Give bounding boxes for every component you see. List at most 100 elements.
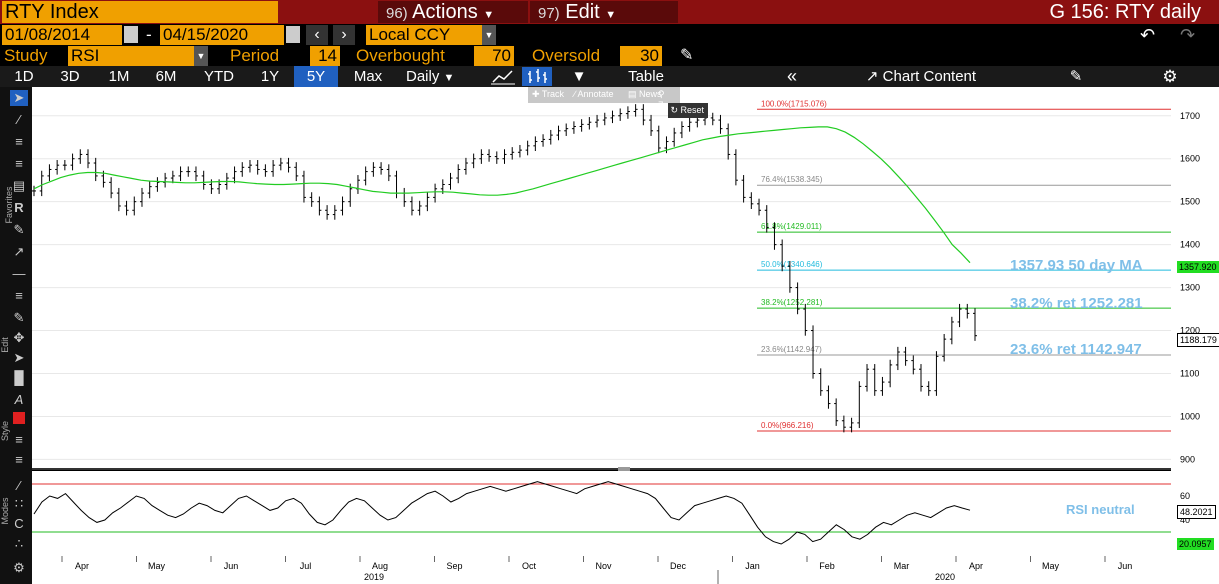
- edit-label: Edit: [565, 1, 600, 23]
- drawing-sidebar: [0, 87, 32, 584]
- tab-1y[interactable]: 1Y: [260, 68, 280, 85]
- x-tick-label: May: [1042, 561, 1060, 571]
- text-tool-icon[interactable]: A: [14, 392, 24, 407]
- ticker-field[interactable]: RTY Index: [2, 1, 278, 23]
- modes-dots-icon[interactable]: ∴: [14, 536, 24, 551]
- start-date-input[interactable]: 01/08/2014: [2, 25, 122, 45]
- y-tick-label: 1100: [1180, 369, 1199, 379]
- period-label: Period: [230, 46, 280, 65]
- y-tick-label: 1700: [1180, 111, 1200, 121]
- fib-tool-icon[interactable]: ≡: [15, 134, 23, 149]
- price-panel: [32, 87, 1171, 469]
- annotate-label: Annotate: [577, 89, 614, 99]
- edit-chart-icon[interactable]: ✎: [1069, 68, 1083, 85]
- calendar-icon[interactable]: [286, 26, 300, 43]
- tab-1m[interactable]: 1M: [108, 68, 130, 85]
- table-button[interactable]: Table: [628, 68, 664, 85]
- date-row: [0, 24, 1219, 46]
- trash-icon[interactable]: █: [14, 370, 24, 385]
- undo-icon[interactable]: ↶: [1140, 25, 1156, 45]
- line-width-icon[interactable]: ≡: [15, 432, 23, 447]
- y-tick-label: 1400: [1180, 240, 1200, 250]
- x-tick-label: Oct: [522, 561, 537, 571]
- tab-3d[interactable]: 3D: [60, 68, 80, 85]
- gear-icon[interactable]: ⚙: [13, 560, 25, 575]
- ray-icon[interactable]: R: [14, 200, 24, 215]
- y-tick-label: 900: [1180, 454, 1195, 464]
- next-arrow-icon[interactable]: ›: [333, 25, 355, 45]
- study-select[interactable]: RSI: [68, 46, 194, 66]
- ret236-annotation: 23.6% ret 1142.947: [1010, 341, 1142, 358]
- chevron-down-icon: ▼: [443, 72, 455, 84]
- news-label: News: [639, 89, 662, 99]
- news-button[interactable]: ▤ News: [628, 89, 662, 99]
- x-tick-label: Aug: [372, 561, 388, 571]
- tab-1d[interactable]: 1D: [14, 68, 34, 85]
- chart-content-button[interactable]: ↗ Chart Content: [846, 66, 996, 87]
- modes-scatter-icon[interactable]: ∷: [14, 496, 24, 511]
- end-date-input[interactable]: 04/15/2020: [160, 25, 284, 45]
- annotate-button[interactable]: ∕ Annotate: [574, 89, 614, 99]
- tab-5y[interactable]: 5Y: [294, 66, 338, 87]
- edit-menu[interactable]: 97) Edit ▼: [530, 1, 678, 23]
- rsi-low-badge: 20.0957: [1177, 538, 1214, 550]
- ma-price-badge: 1357.920: [1177, 261, 1219, 273]
- y-tick-label: 1300: [1180, 283, 1200, 293]
- gear-icon[interactable]: ⚙: [1162, 67, 1178, 86]
- actions-num: 96): [386, 5, 408, 22]
- collapse-icon[interactable]: «: [786, 66, 797, 86]
- fib-level-label: 38.2%(1252.281): [761, 298, 823, 307]
- x-axis: [32, 556, 1219, 584]
- tab-ytd[interactable]: YTD: [204, 68, 234, 85]
- period-input[interactable]: 14: [310, 46, 340, 66]
- actions-menu[interactable]: 96) Actions ▼: [378, 1, 528, 23]
- x-tick-label: Feb: [819, 561, 835, 571]
- fib-level-label: 0.0%(966.216): [761, 421, 814, 430]
- pointer-icon[interactable]: ➤: [10, 90, 28, 106]
- currency-select[interactable]: Local CCY: [366, 25, 482, 45]
- year-label: 2019: [364, 572, 384, 582]
- move-icon[interactable]: ✥: [13, 330, 25, 345]
- oversold-input[interactable]: 30: [620, 46, 662, 66]
- bars-icon[interactable]: ≡: [15, 288, 23, 303]
- bar-chart-icon[interactable]: [522, 67, 552, 86]
- x-tick-label: Mar: [894, 561, 910, 571]
- pencil-icon[interactable]: ✎: [680, 47, 694, 64]
- chevron-down-icon[interactable]: ▼: [571, 68, 587, 85]
- fib-level-label: 61.8%(1429.011): [761, 222, 822, 231]
- line-chart-icon[interactable]: [488, 67, 518, 86]
- color-swatch-icon[interactable]: [13, 412, 25, 424]
- tab-max[interactable]: Max: [353, 68, 383, 85]
- x-tick-label: Dec: [670, 561, 687, 571]
- chevron-down-icon[interactable]: ▼: [482, 25, 496, 45]
- ma-annotation: 1357.93 50 day MA: [1010, 257, 1143, 274]
- tab-6m[interactable]: 6M: [155, 68, 177, 85]
- hline-icon[interactable]: —: [12, 266, 26, 281]
- track-button[interactable]: ✚ Track: [532, 89, 565, 99]
- y-tick-label: 1600: [1180, 154, 1200, 164]
- reset-button[interactable]: ↻ Reset: [668, 103, 708, 118]
- line-tool-icon[interactable]: ∕: [17, 112, 21, 127]
- x-tick-label: May: [148, 561, 166, 571]
- select-icon[interactable]: ➤: [13, 350, 25, 365]
- chevron-down-icon[interactable]: ▼: [194, 46, 208, 66]
- y-tick-label: 1200: [1180, 326, 1200, 336]
- fib-level-label: 76.4%(1538.345): [761, 175, 823, 184]
- track-label: Track: [541, 89, 565, 99]
- overbought-input[interactable]: 70: [474, 46, 514, 66]
- rsi-tick-label: 60: [1180, 491, 1190, 501]
- fib-ext-icon[interactable]: ≡: [15, 156, 23, 171]
- arrow-icon[interactable]: ↗: [13, 244, 25, 259]
- redo-icon[interactable]: ↷: [1180, 25, 1196, 45]
- modes-line-icon[interactable]: ∕: [17, 478, 21, 493]
- trend-channel-icon[interactable]: ▤: [12, 178, 26, 193]
- edit-num: 97): [538, 5, 560, 22]
- frequency-select[interactable]: Daily ▼: [400, 66, 478, 87]
- modes-c-icon[interactable]: C: [14, 516, 24, 531]
- eraser-icon[interactable]: ✎: [13, 310, 25, 325]
- prev-arrow-icon[interactable]: ‹: [306, 25, 328, 45]
- pen-icon[interactable]: ✎: [13, 222, 25, 237]
- line-style-icon[interactable]: ≡: [15, 452, 23, 467]
- calendar-icon[interactable]: [124, 26, 138, 43]
